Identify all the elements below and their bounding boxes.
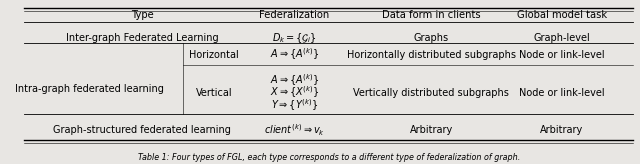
Text: $D_k = \{\mathcal{G}_i\}$: $D_k = \{\mathcal{G}_i\}$ (272, 31, 317, 45)
Text: Global model task: Global model task (516, 10, 607, 20)
Text: Node or link-level: Node or link-level (519, 50, 604, 60)
Text: $\mathit{client}^{(k)} \Rightarrow v_k$: $\mathit{client}^{(k)} \Rightarrow v_k$ (264, 122, 325, 137)
Text: Type: Type (131, 10, 154, 20)
Text: Table 1: Four types of FGL, each type corresponds to a different type of federal: Table 1: Four types of FGL, each type co… (138, 154, 520, 162)
Text: $A \Rightarrow \{A^{(k)}\}$: $A \Rightarrow \{A^{(k)}\}$ (270, 47, 319, 62)
Text: Node or link-level: Node or link-level (519, 88, 604, 98)
Text: Graph-structured federated learning: Graph-structured federated learning (53, 125, 231, 135)
Text: Graphs: Graphs (413, 33, 449, 43)
Text: Inter-graph Federated Learning: Inter-graph Federated Learning (66, 33, 219, 43)
Text: Vertical: Vertical (195, 88, 232, 98)
Text: Horizontal: Horizontal (189, 50, 239, 60)
Text: Intra-graph federated learning: Intra-graph federated learning (15, 84, 164, 94)
Text: $Y \Rightarrow \{Y^{(k)}\}$: $Y \Rightarrow \{Y^{(k)}\}$ (271, 97, 318, 113)
Text: Graph-level: Graph-level (533, 33, 590, 43)
Text: Data form in clients: Data form in clients (382, 10, 481, 20)
Text: $A \Rightarrow \{A^{(k)}\}$: $A \Rightarrow \{A^{(k)}\}$ (270, 72, 319, 88)
Text: Horizontally distributed subgraphs: Horizontally distributed subgraphs (347, 50, 516, 60)
Text: Arbitrary: Arbitrary (540, 125, 583, 135)
Text: Federalization: Federalization (259, 10, 330, 20)
Text: $X \Rightarrow \{X^{(k)}\}$: $X \Rightarrow \{X^{(k)}\}$ (270, 85, 319, 100)
Text: Vertically distributed subgraphs: Vertically distributed subgraphs (353, 88, 509, 98)
Text: Arbitrary: Arbitrary (410, 125, 453, 135)
